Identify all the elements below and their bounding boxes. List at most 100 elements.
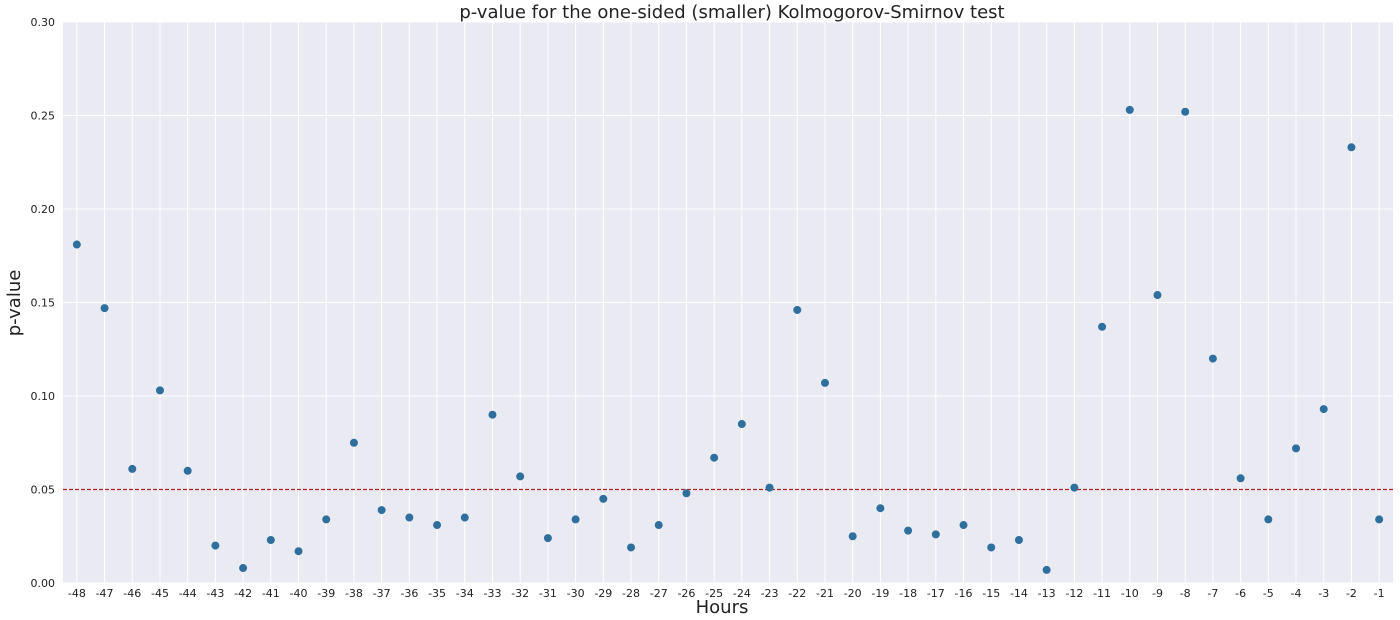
x-tick-label: -20 bbox=[844, 587, 862, 600]
y-tick-label: 0.00 bbox=[31, 577, 56, 590]
data-point bbox=[959, 521, 968, 530]
x-tick-label: -22 bbox=[788, 587, 806, 600]
data-point bbox=[266, 535, 275, 544]
x-tick-label: -19 bbox=[871, 587, 889, 600]
x-tick-label: -8 bbox=[1180, 587, 1191, 600]
data-point bbox=[377, 506, 386, 515]
y-tick-label: 0.20 bbox=[31, 203, 56, 216]
x-tick-label: -43 bbox=[206, 587, 224, 600]
x-tick-label: -35 bbox=[428, 587, 446, 600]
data-point bbox=[239, 564, 248, 573]
x-tick-label: -37 bbox=[373, 587, 391, 600]
x-tick-label: -40 bbox=[290, 587, 308, 600]
x-axis-ticks: -48 -47 -46 -45 -44 -43 -42 -41 -40 -39 -38 -37 -36-… bbox=[68, 587, 1385, 600]
x-tick-label: -33 bbox=[483, 587, 501, 600]
data-points bbox=[72, 105, 1384, 574]
x-tick-label: -12 bbox=[1065, 587, 1083, 600]
x-tick-label: -36 bbox=[400, 587, 418, 600]
data-point bbox=[599, 494, 608, 503]
data-point bbox=[460, 513, 469, 522]
x-tick-label: -32 bbox=[511, 587, 529, 600]
y-tick-label: 0.05 bbox=[31, 484, 56, 497]
x-tick-label: -5 bbox=[1263, 587, 1274, 600]
data-point bbox=[1125, 105, 1134, 114]
x-tick-label: -25 bbox=[705, 587, 723, 600]
x-tick-label: -16 bbox=[955, 587, 973, 600]
data-point bbox=[1070, 483, 1079, 492]
data-point bbox=[571, 515, 580, 524]
data-point bbox=[211, 541, 220, 550]
x-tick-label: -28 bbox=[622, 587, 640, 600]
data-point bbox=[737, 420, 746, 429]
data-point bbox=[183, 466, 192, 475]
x-tick-label: -44 bbox=[179, 587, 197, 600]
data-point bbox=[931, 530, 940, 539]
x-tick-label: -39 bbox=[317, 587, 335, 600]
x-tick-label: -24 bbox=[733, 587, 751, 600]
data-point bbox=[1153, 291, 1162, 300]
x-tick-label: -27 bbox=[650, 587, 668, 600]
data-point bbox=[405, 513, 414, 522]
x-tick-label: -29 bbox=[594, 587, 612, 600]
x-tick-label: -18 bbox=[899, 587, 917, 600]
x-tick-label: -41 bbox=[262, 587, 280, 600]
y-tick-label: 0.15 bbox=[31, 297, 56, 310]
x-tick-label: -48 bbox=[68, 587, 86, 600]
data-point bbox=[710, 453, 719, 462]
x-tick-label: -23 bbox=[761, 587, 779, 600]
x-tick-label: -46 bbox=[123, 587, 141, 600]
y-tick-label: 0.10 bbox=[31, 390, 56, 403]
data-point bbox=[72, 240, 81, 249]
data-point bbox=[904, 526, 913, 535]
data-point bbox=[1098, 322, 1107, 331]
x-tick-label: -14 bbox=[1010, 587, 1028, 600]
data-point bbox=[987, 543, 996, 552]
data-point bbox=[793, 305, 802, 314]
data-point bbox=[1236, 474, 1245, 483]
data-point bbox=[627, 543, 636, 552]
x-tick-label: -26 bbox=[677, 587, 695, 600]
x-tick-label: -17 bbox=[927, 587, 945, 600]
data-point bbox=[820, 378, 829, 387]
data-point bbox=[765, 483, 774, 492]
x-tick-label: -9 bbox=[1152, 587, 1163, 600]
y-axis-label: p-value bbox=[4, 270, 25, 337]
x-axis-label: Hours bbox=[696, 597, 749, 618]
data-point bbox=[155, 386, 164, 395]
x-tick-label: -1 bbox=[1374, 587, 1385, 600]
x-tick-label: -3 bbox=[1318, 587, 1329, 600]
data-point bbox=[1292, 444, 1301, 453]
data-point bbox=[876, 504, 885, 513]
x-tick-label: -45 bbox=[151, 587, 169, 600]
data-point bbox=[128, 464, 137, 473]
data-point bbox=[1319, 405, 1328, 414]
x-tick-label: -34 bbox=[456, 587, 474, 600]
y-tick-label: 0.30 bbox=[31, 16, 56, 29]
x-tick-label: -4 bbox=[1291, 587, 1302, 600]
data-point bbox=[848, 532, 857, 541]
x-tick-label: -2 bbox=[1346, 587, 1357, 600]
y-tick-label: 0.25 bbox=[31, 110, 56, 123]
data-point bbox=[1014, 535, 1023, 544]
data-point bbox=[1264, 515, 1273, 524]
x-tick-label: -30 bbox=[567, 587, 585, 600]
x-tick-label: -38 bbox=[345, 587, 363, 600]
x-tick-label: -6 bbox=[1235, 587, 1246, 600]
data-point bbox=[433, 521, 442, 530]
data-point bbox=[1347, 143, 1356, 152]
x-tick-label: -10 bbox=[1121, 587, 1139, 600]
x-tick-label: -47 bbox=[96, 587, 114, 600]
data-point bbox=[294, 547, 303, 556]
x-tick-label: -42 bbox=[234, 587, 252, 600]
x-tick-label: -7 bbox=[1207, 587, 1218, 600]
data-point bbox=[516, 472, 525, 481]
x-tick-label: -15 bbox=[982, 587, 1000, 600]
x-tick-label: -13 bbox=[1038, 587, 1056, 600]
data-point bbox=[1208, 354, 1217, 363]
data-point bbox=[322, 515, 331, 524]
data-point bbox=[349, 438, 358, 447]
data-point bbox=[682, 489, 691, 498]
chart-title: p-value for the one-sided (smaller) Kolm… bbox=[459, 2, 1004, 23]
x-tick-label: -31 bbox=[539, 587, 557, 600]
